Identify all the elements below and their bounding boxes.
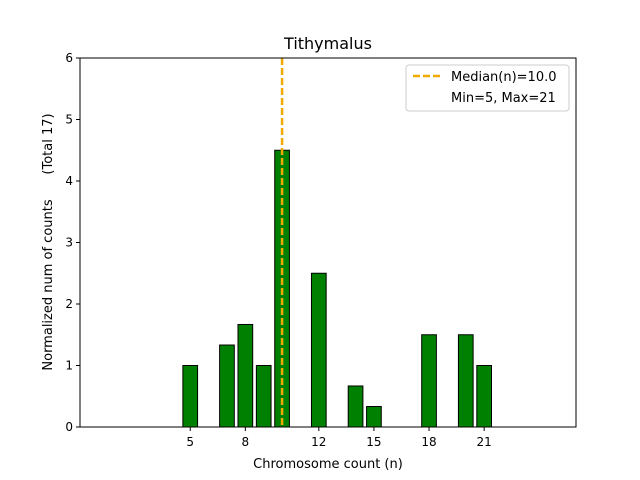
y-tick-label: 5 (65, 113, 73, 127)
y-axis-ticks: 0 1 2 3 4 5 6 (65, 51, 80, 434)
x-tick-label: 8 (242, 435, 250, 449)
bar-n-7 (219, 344, 235, 428)
x-axis-ticks: 5 8 12 15 18 21 (186, 427, 492, 449)
y-tick-label: 2 (65, 297, 73, 311)
y-tick-label: 1 (65, 359, 73, 373)
bar-n-14 (347, 385, 364, 428)
legend: Median(n)=10.0 Min=5, Max=21 (405, 64, 570, 112)
bar-n-9 (255, 365, 272, 428)
plot-frame (79, 57, 577, 428)
x-tick-label: 18 (421, 435, 436, 449)
y-axis-label: Normalized num of counts (Total 17) (41, 113, 56, 370)
legend-entry-min-max: Min=5, Max=21 (451, 91, 556, 106)
x-tick-label: 5 (186, 435, 194, 449)
bar-n-18 (421, 334, 437, 428)
bar-n-12 (310, 272, 327, 428)
y-tick-label: 0 (65, 420, 73, 434)
x-tick-label: 12 (311, 435, 326, 449)
bar-n-8 (237, 323, 254, 428)
legend-box (405, 64, 570, 112)
x-axis-label: Chromosome count (n) (253, 457, 403, 472)
y-tick-label: 6 (65, 51, 73, 65)
bar-n-5 (182, 365, 199, 428)
bars-layer (182, 149, 492, 428)
bar-n-15 (366, 406, 382, 428)
bar-n-20 (457, 334, 474, 428)
x-tick-label: 21 (477, 435, 492, 449)
chart-title: Tithymalus (283, 34, 372, 53)
bar-n-21 (476, 365, 492, 428)
y-tick-label: 4 (65, 174, 73, 188)
y-tick-label: 3 (65, 236, 73, 250)
x-tick-label: 15 (366, 435, 381, 449)
legend-entry-median: Median(n)=10.0 (451, 70, 557, 85)
